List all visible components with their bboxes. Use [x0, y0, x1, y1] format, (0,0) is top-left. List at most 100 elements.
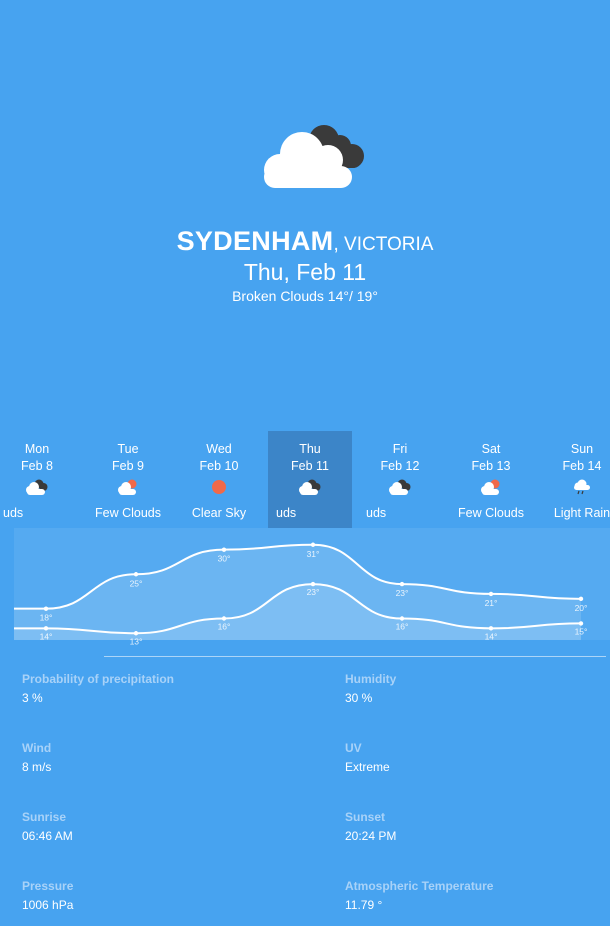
stat-label: Sunrise	[22, 810, 67, 824]
day-name: Sat	[481, 442, 501, 456]
day-name: Wed	[206, 442, 232, 456]
low-temperature-label: 14°	[40, 631, 53, 641]
forecast-day-fri[interactable]: Fri Feb 12 uds	[358, 431, 442, 528]
low-temperature-label: 13°	[130, 636, 143, 646]
stat-value: 20:24 PM	[345, 829, 397, 843]
low-temperature-label: 15°	[575, 626, 588, 636]
low-temperature-point	[578, 621, 584, 626]
stat-label: Sunset	[345, 810, 386, 824]
broken-clouds-icon	[389, 479, 411, 495]
stat-value: 8 m/s	[22, 760, 52, 774]
low-temperature-line	[14, 583, 582, 635]
forecast-day-tue[interactable]: Tue Feb 9 Few Clouds	[86, 431, 170, 528]
day-description: Few Clouds	[458, 506, 524, 520]
high-temperature-point	[221, 547, 227, 552]
location-separator: ,	[333, 234, 345, 255]
current-low: 14°	[327, 288, 349, 304]
day-name: Mon	[24, 442, 50, 456]
light-rain-icon	[574, 479, 590, 495]
stat-label: Pressure	[22, 879, 74, 893]
low-temperature-label: 16°	[396, 622, 409, 632]
day-name: Thu	[299, 442, 321, 456]
stat-label: UV	[345, 741, 362, 755]
forecast-day-thu[interactable]: Thu Feb 11 uds	[268, 431, 352, 528]
day-description: uds	[3, 506, 24, 520]
high-temperature-point	[133, 572, 139, 577]
low-temperature-point	[488, 626, 494, 631]
stat-uv: UV Extreme	[345, 741, 605, 774]
day-date: Feb 9	[112, 459, 144, 473]
stat-sunrise: Sunrise 06:46 AM	[22, 810, 282, 843]
low-temperature-label: 23°	[307, 587, 320, 597]
few-clouds-icon	[118, 479, 137, 495]
forecast-strip: Mon Feb 8 uds Tue Feb 9 Few Clouds Wed F…	[0, 431, 610, 528]
state-name: VICTORIA	[344, 234, 434, 255]
broken-clouds-icon	[299, 479, 321, 495]
day-name: Tue	[117, 442, 139, 456]
day-description: Few Clouds	[95, 506, 161, 520]
current-summary: Broken Clouds 14°/ 19°	[232, 288, 378, 304]
stat-value: 3 %	[22, 691, 43, 705]
stat-value: 06:46 AM	[22, 829, 73, 843]
forecast-day-mon[interactable]: Mon Feb 8 uds	[0, 431, 79, 528]
stat-label: Wind	[22, 741, 52, 755]
current-date: Thu, Feb 11	[243, 259, 367, 285]
low-temperature-point	[221, 616, 227, 621]
high-temperature-label: 21°	[485, 598, 498, 608]
day-date: Feb 8	[21, 459, 53, 473]
low-temperature-label: 14°	[485, 631, 498, 641]
high-temperature-label: 23°	[396, 588, 409, 598]
broken-clouds-icon	[26, 479, 48, 495]
clear-sky-icon	[212, 480, 226, 494]
high-temperature-line	[13, 543, 582, 610]
low-temperature-area	[14, 584, 581, 640]
city-name: SYDENHAM	[176, 226, 334, 256]
stat-value: 11.79 °	[345, 898, 383, 912]
high-temperature-label: 31°	[307, 549, 320, 559]
high-temperature-label: 20°	[575, 603, 588, 613]
stat-sunset: Sunset 20:24 PM	[345, 810, 605, 843]
day-description: uds	[366, 506, 387, 520]
stat-atmospheric-temperature: Atmospheric Temperature 11.79 °	[345, 879, 605, 912]
stat-label: Atmospheric Temperature	[345, 879, 494, 893]
current-high: 19°	[356, 288, 378, 304]
day-description: uds	[276, 506, 297, 520]
low-temperature-point	[310, 581, 316, 587]
high-temperature-area	[14, 544, 581, 640]
day-description: Light Rain	[553, 506, 610, 520]
high-temperature-point	[399, 581, 405, 587]
low-temperature-point	[133, 631, 139, 636]
stat-precipitation: Probability of precipitation 3 %	[22, 672, 282, 705]
current-condition: Broken Clouds	[232, 288, 324, 304]
stat-pressure: Pressure 1006 hPa	[22, 879, 282, 912]
day-date: Feb 11	[291, 459, 329, 473]
stat-label: Humidity	[345, 672, 397, 686]
high-temperature-point	[310, 542, 316, 547]
stat-wind: Wind 8 m/s	[22, 741, 282, 774]
stat-value: Extreme	[345, 760, 390, 774]
forecast-day-sat[interactable]: Sat Feb 13 Few Clouds	[449, 431, 533, 528]
location-heading: SYDENHAM, VICTORIA	[0, 226, 610, 257]
high-temperature-point	[578, 596, 584, 602]
low-temperature-point	[43, 626, 49, 631]
high-temperature-label: 18°	[40, 613, 53, 623]
high-temperature-point	[488, 591, 494, 597]
temperature-chart: 18° 14° 25° 13° 30° 16° 31° 23° 23° 16° 21° 14° 20° 1…	[13, 528, 610, 646]
stat-label: Probability of precipitation	[22, 672, 175, 686]
day-description: Clear Sky	[191, 506, 247, 520]
section-divider	[104, 656, 606, 657]
high-temperature-label: 25°	[130, 578, 143, 588]
broken-clouds-icon	[264, 125, 364, 188]
day-name: Sun	[570, 442, 594, 456]
stat-value: 30 %	[345, 691, 373, 705]
day-date: Feb 14	[562, 459, 602, 473]
high-temperature-label: 30°	[218, 554, 231, 564]
day-date: Feb 10	[199, 459, 239, 473]
stat-value: 1006 hPa	[22, 898, 74, 912]
day-date: Feb 13	[471, 459, 511, 473]
low-temperature-point	[399, 616, 405, 621]
forecast-day-wed[interactable]: Wed Feb 10 Clear Sky	[177, 431, 261, 528]
few-clouds-icon	[481, 479, 500, 495]
day-name: Fri	[392, 442, 408, 456]
forecast-day-sun[interactable]: Sun Feb 14 Light Rain	[540, 431, 610, 528]
